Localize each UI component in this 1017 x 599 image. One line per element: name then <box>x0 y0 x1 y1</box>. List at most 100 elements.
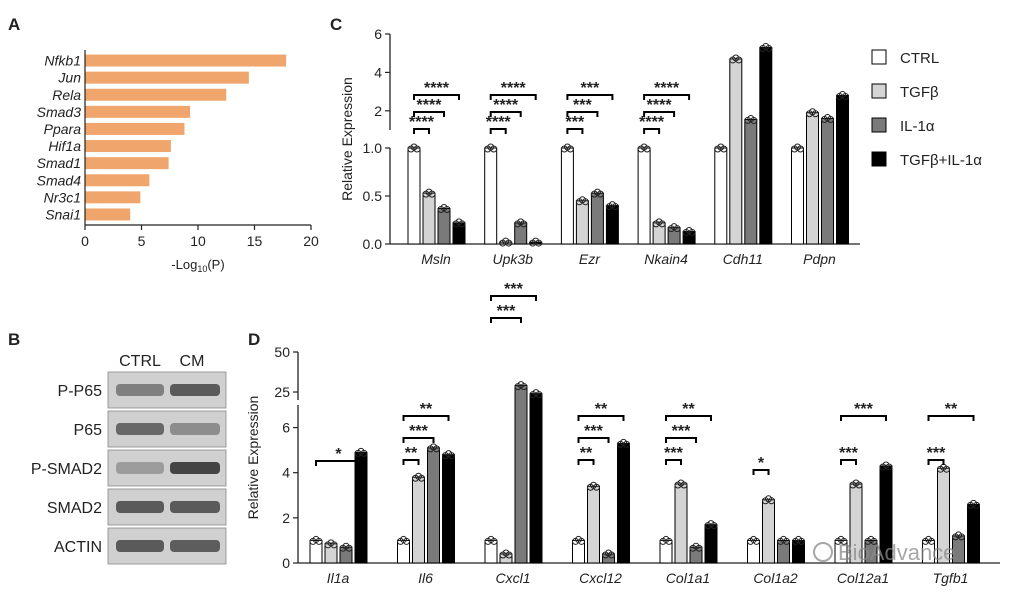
legend-swatch-1 <box>871 83 887 99</box>
significance-bracket <box>413 94 460 100</box>
significance-label: *** <box>497 303 516 320</box>
y-tick-label: 6 <box>374 26 382 42</box>
significance-label: *** <box>566 114 585 131</box>
significance-label: *** <box>581 80 600 97</box>
x-tick-label-ezr: Ezr <box>579 251 601 267</box>
significance-bracket <box>577 459 595 465</box>
bar-snai1 <box>85 208 131 221</box>
data-point <box>578 537 585 545</box>
significance-bracket <box>577 415 625 421</box>
x-tick-label-msln: Msln <box>421 251 451 267</box>
bar-ezr-1 <box>575 200 589 245</box>
bar-smad1 <box>85 157 169 170</box>
significance-label: *** <box>672 423 691 440</box>
band-cm-p-smad2 <box>170 462 220 474</box>
data-point <box>750 116 758 124</box>
significance-label: **** <box>417 97 443 114</box>
bar-col1a1-3 <box>704 524 718 564</box>
legend-swatch-3 <box>871 151 887 167</box>
significance-bracket <box>566 111 599 117</box>
bar-col1a2-1 <box>762 499 775 564</box>
data-point <box>608 551 615 559</box>
y-tick-label: 2 <box>374 103 382 119</box>
band-ctrl-p-smad2 <box>116 462 164 474</box>
x-tick-label: 10 <box>190 233 206 249</box>
significance-label: **** <box>501 80 527 97</box>
data-point <box>458 220 466 228</box>
significance-bracket <box>665 459 682 465</box>
bar-smad4 <box>85 174 150 187</box>
significance-label: *** <box>409 423 428 440</box>
y-tick-label: 0 <box>282 555 290 571</box>
significance-bracket <box>577 437 610 443</box>
legend: CTRL TGFβ IL-1α TGFβ+IL-1α <box>871 49 982 169</box>
ylabel-jun: Jun <box>57 70 81 86</box>
significance-label: **** <box>424 80 450 97</box>
x-tick-label-tgfb1: Tgfb1 <box>933 570 969 586</box>
data-point <box>827 115 834 123</box>
data-point <box>798 537 805 545</box>
bar-il6-3 <box>442 454 455 564</box>
y-tick-label: 4 <box>282 465 290 481</box>
y-tick-label: 2 <box>282 510 290 526</box>
significance-label: *** <box>664 445 683 462</box>
bar-pdpn-3 <box>836 94 849 245</box>
band-ctrl-p-p65 <box>116 384 164 396</box>
legend-label-3: TGFβ+IL-1α <box>900 152 982 169</box>
data-point <box>643 145 651 153</box>
data-point <box>418 474 425 482</box>
data-point <box>840 537 848 545</box>
y-tick-label: 0.5 <box>363 188 383 204</box>
significance-bracket <box>840 415 887 421</box>
y-tick-label: 1.0 <box>363 140 383 156</box>
data-point <box>812 110 819 118</box>
panel-c-chart: 0.0 0.5 1.0 2 4 6 Relative Expression Msln Upk3b… <box>339 26 860 267</box>
blot-label-p-p65: P-P65 <box>58 383 103 400</box>
legend-label-0: CTRL <box>900 50 939 67</box>
significance-label: **** <box>486 114 512 131</box>
bar-cxcl12-1 <box>587 485 600 564</box>
bar-ezr-3 <box>605 205 619 245</box>
significance-label: ** <box>580 445 593 462</box>
panel-a-chart: Nfkb1JunRelaSmad3PparaHif1aSmad1Smad4Nr3… <box>37 50 319 274</box>
bar-msln-3 <box>452 222 466 245</box>
bar-il6-1 <box>412 476 425 564</box>
bar-cdh11-1 <box>729 58 743 245</box>
panel-d-chart: 0 2 4 6 25 50 Relative Expression Il1a Il6 Cxcl1 C… <box>245 281 1000 586</box>
significance-label: **** <box>647 97 673 114</box>
data-point <box>765 44 773 52</box>
bar-ezr-2 <box>590 192 604 245</box>
bar-il6-2 <box>427 447 440 564</box>
blot-column-cm: CM <box>180 353 205 370</box>
bar-cxcl12-3 <box>617 442 630 564</box>
significance-bracket <box>402 415 450 421</box>
significance-label: ** <box>595 401 608 418</box>
band-cm-actin <box>170 540 220 552</box>
data-point <box>943 465 950 473</box>
x-tick-label-cxcl1: Cxcl1 <box>495 570 530 586</box>
data-point <box>680 481 688 489</box>
significance-label: *** <box>927 445 946 462</box>
bar-tgfb1-3 <box>967 503 980 564</box>
data-point <box>768 497 775 505</box>
band-ctrl-smad2 <box>116 501 164 513</box>
bar-hif1a <box>85 140 171 153</box>
data-point <box>433 445 440 453</box>
data-point <box>596 190 604 198</box>
data-point <box>345 544 353 552</box>
data-point <box>490 145 498 153</box>
blot-label-smad2: SMAD2 <box>47 500 102 517</box>
ylabel-rela: Rela <box>52 87 81 103</box>
bar-msln-2 <box>437 207 451 245</box>
data-point <box>783 537 790 545</box>
data-point <box>885 463 893 471</box>
data-point <box>535 391 543 399</box>
bar-jun <box>85 71 249 84</box>
bar-pdpn-2 <box>821 117 834 245</box>
panel-letter-a: A <box>8 15 20 34</box>
data-point <box>413 145 421 153</box>
significance-label: ** <box>405 445 418 462</box>
x-tick-label: 0 <box>81 233 89 249</box>
bar-rela <box>85 88 227 101</box>
x-tick-label-col12a1: Col12a1 <box>837 570 889 586</box>
